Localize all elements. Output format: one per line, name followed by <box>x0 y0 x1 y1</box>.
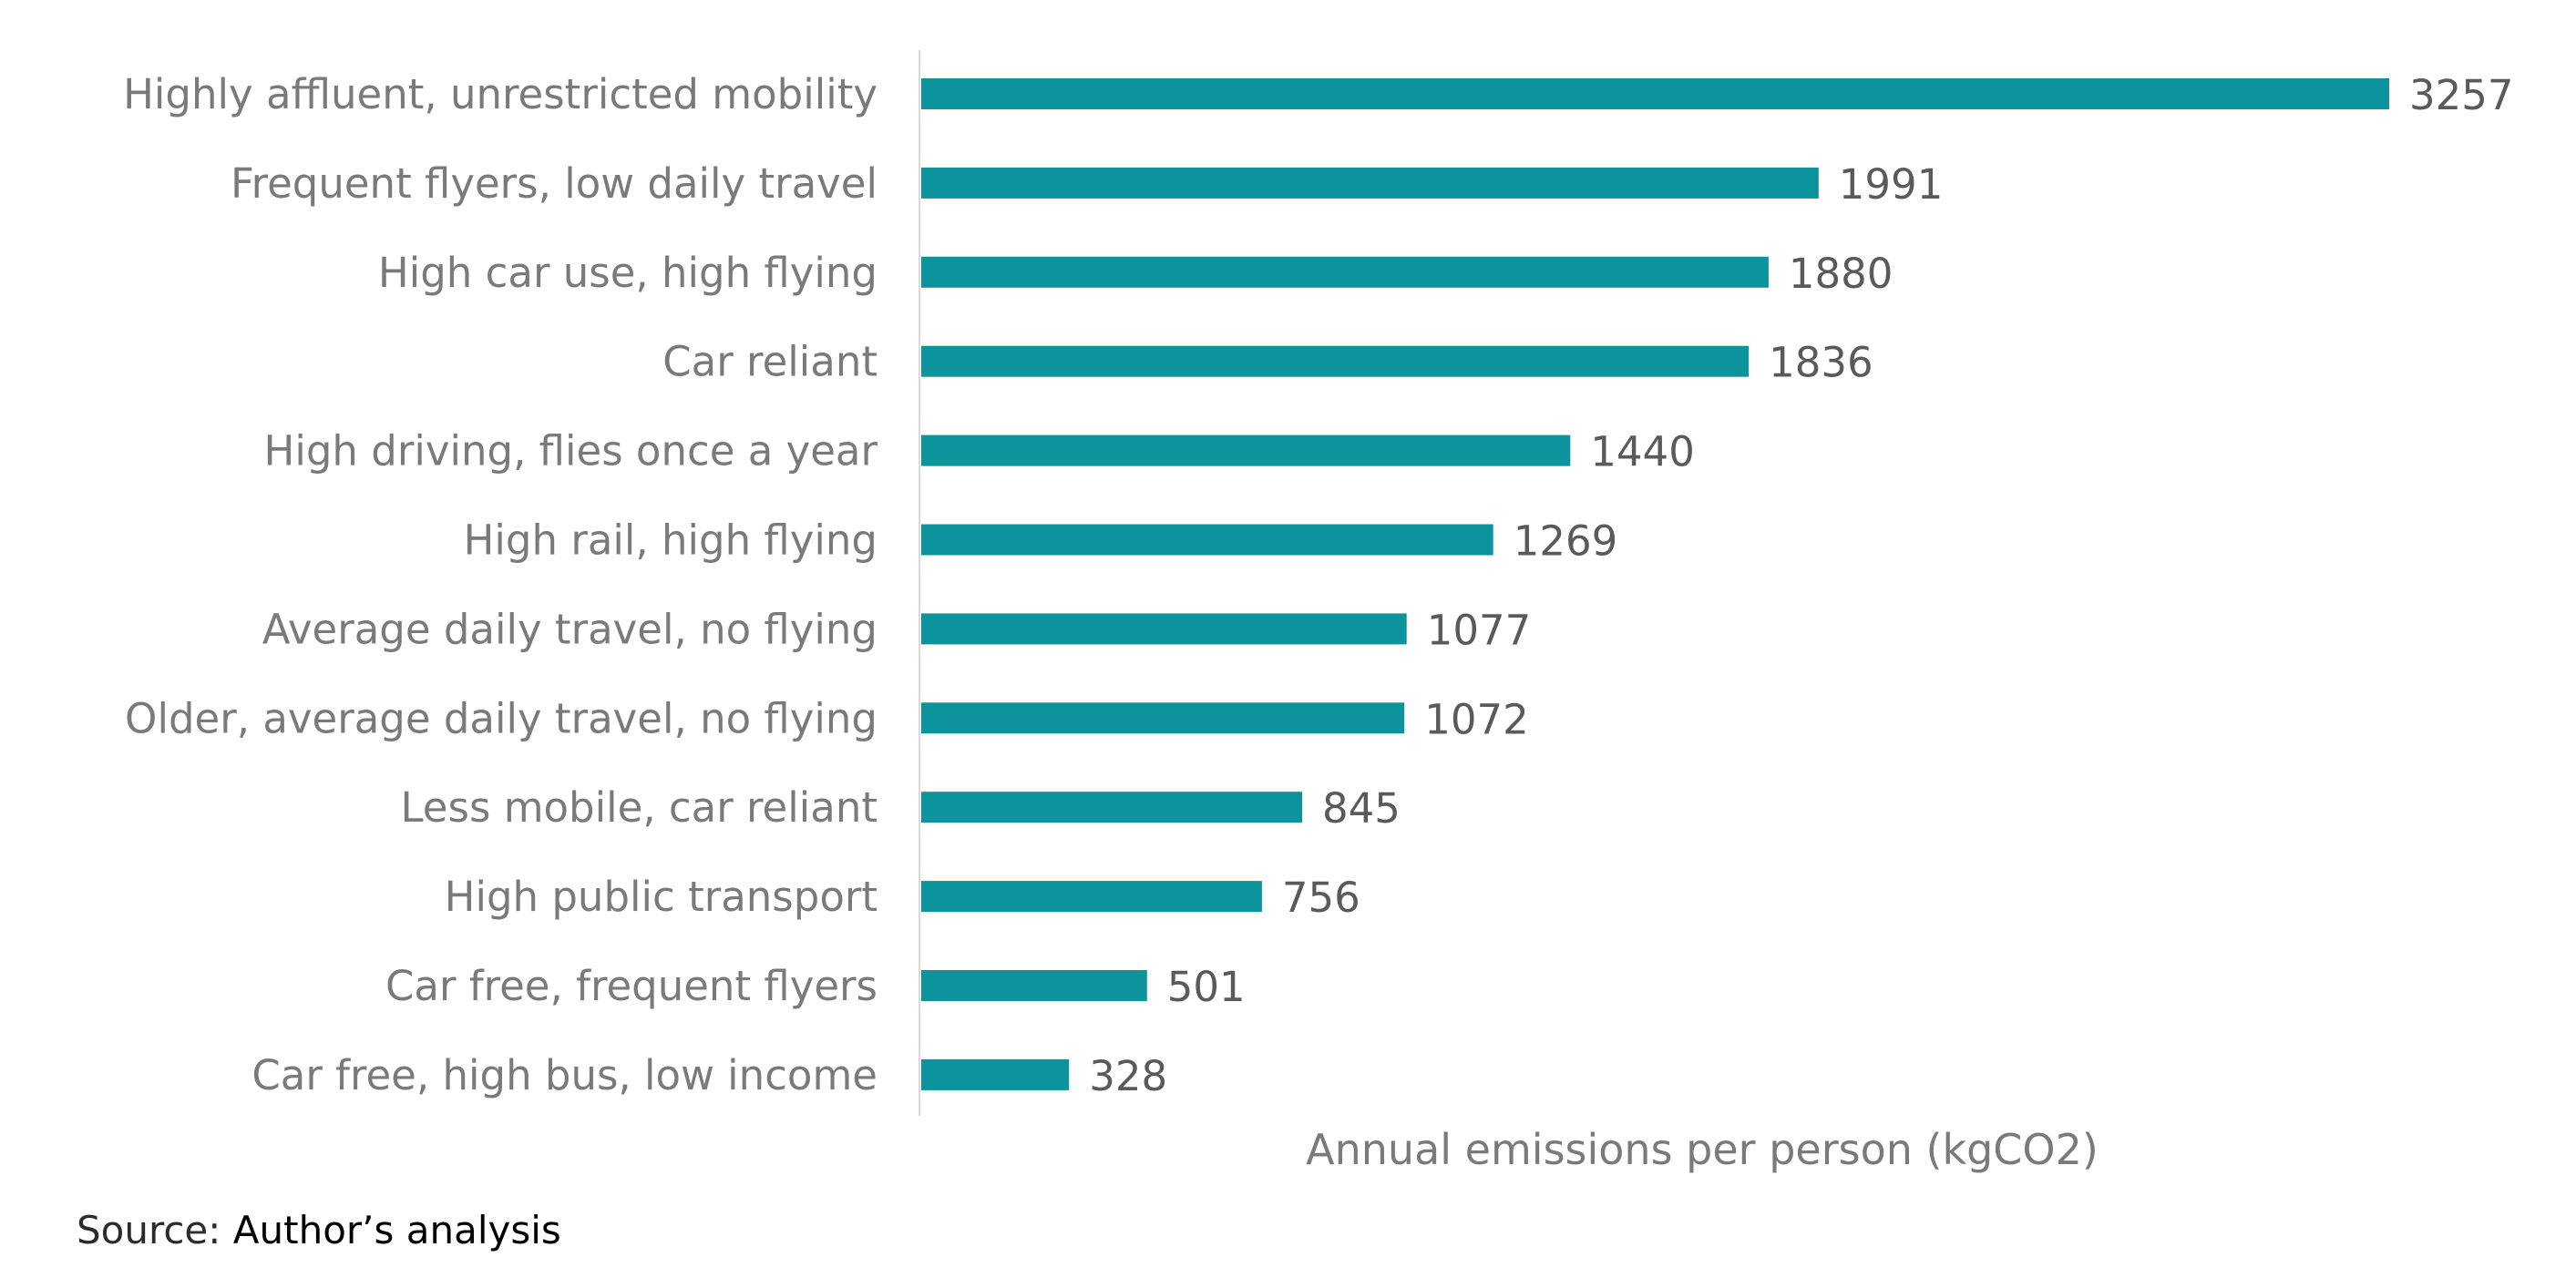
x-axis-title: Annual emissions per person (kgCO2) <box>1306 1125 2099 1174</box>
category-label-10: High public transport <box>445 873 877 921</box>
value-label-11: 501 <box>1167 963 1246 1011</box>
category-label-12: Car free, high bus, low income <box>251 1051 877 1099</box>
category-label-5: High driving, flies once a year <box>264 427 878 475</box>
category-label-1: Highly affluent, unrestricted mobility <box>123 70 877 118</box>
bars-group <box>921 78 2389 1090</box>
category-label-4: Car reliant <box>662 338 877 386</box>
value-label-7: 1077 <box>1427 606 1532 654</box>
source-prefix: Source: <box>77 1208 221 1252</box>
bar-8 <box>921 702 1405 734</box>
category-label-9: Less mobile, car reliant <box>401 783 877 832</box>
category-label-7: Average daily travel, no flying <box>262 605 877 653</box>
value-label-9: 845 <box>1322 784 1401 833</box>
bar-2 <box>921 167 1819 199</box>
bar-6 <box>921 524 1493 556</box>
bar-11 <box>921 970 1147 1001</box>
value-label-8: 1072 <box>1424 695 1529 743</box>
value-label-2: 1991 <box>1839 160 1944 209</box>
category-labels-group: Highly affluent, unrestricted mobility Fr… <box>123 70 877 1099</box>
category-label-2: Frequent flyers, low daily travel <box>231 159 877 208</box>
category-label-8: Older, average daily travel, no flying <box>125 694 877 742</box>
value-label-1: 3257 <box>2409 71 2514 119</box>
value-labels-group: 3257 1991 1880 1836 1440 1269 1077 1072 845 756 50… <box>1089 71 2513 1100</box>
category-label-6: High rail, high flying <box>464 516 877 565</box>
bar-12 <box>921 1058 1070 1090</box>
bar-4 <box>921 345 1750 377</box>
category-label-11: Car free, frequent flyers <box>385 962 877 1010</box>
bar-1 <box>921 78 2389 109</box>
value-label-5: 1440 <box>1590 428 1695 476</box>
source-text: Author’s analysis <box>232 1208 561 1252</box>
bar-5 <box>921 434 1571 466</box>
bar-3 <box>921 256 1769 288</box>
bar-10 <box>921 881 1262 913</box>
bar-9 <box>921 792 1302 823</box>
category-label-3: High car use, high flying <box>378 249 877 297</box>
bar-7 <box>921 613 1407 645</box>
value-label-3: 1880 <box>1789 250 1894 298</box>
value-label-6: 1269 <box>1514 517 1618 566</box>
value-label-10: 756 <box>1282 874 1360 922</box>
value-label-12: 328 <box>1089 1052 1167 1100</box>
source-note: Source: Author’s analysis <box>77 1208 561 1252</box>
value-label-4: 1836 <box>1769 339 1873 387</box>
